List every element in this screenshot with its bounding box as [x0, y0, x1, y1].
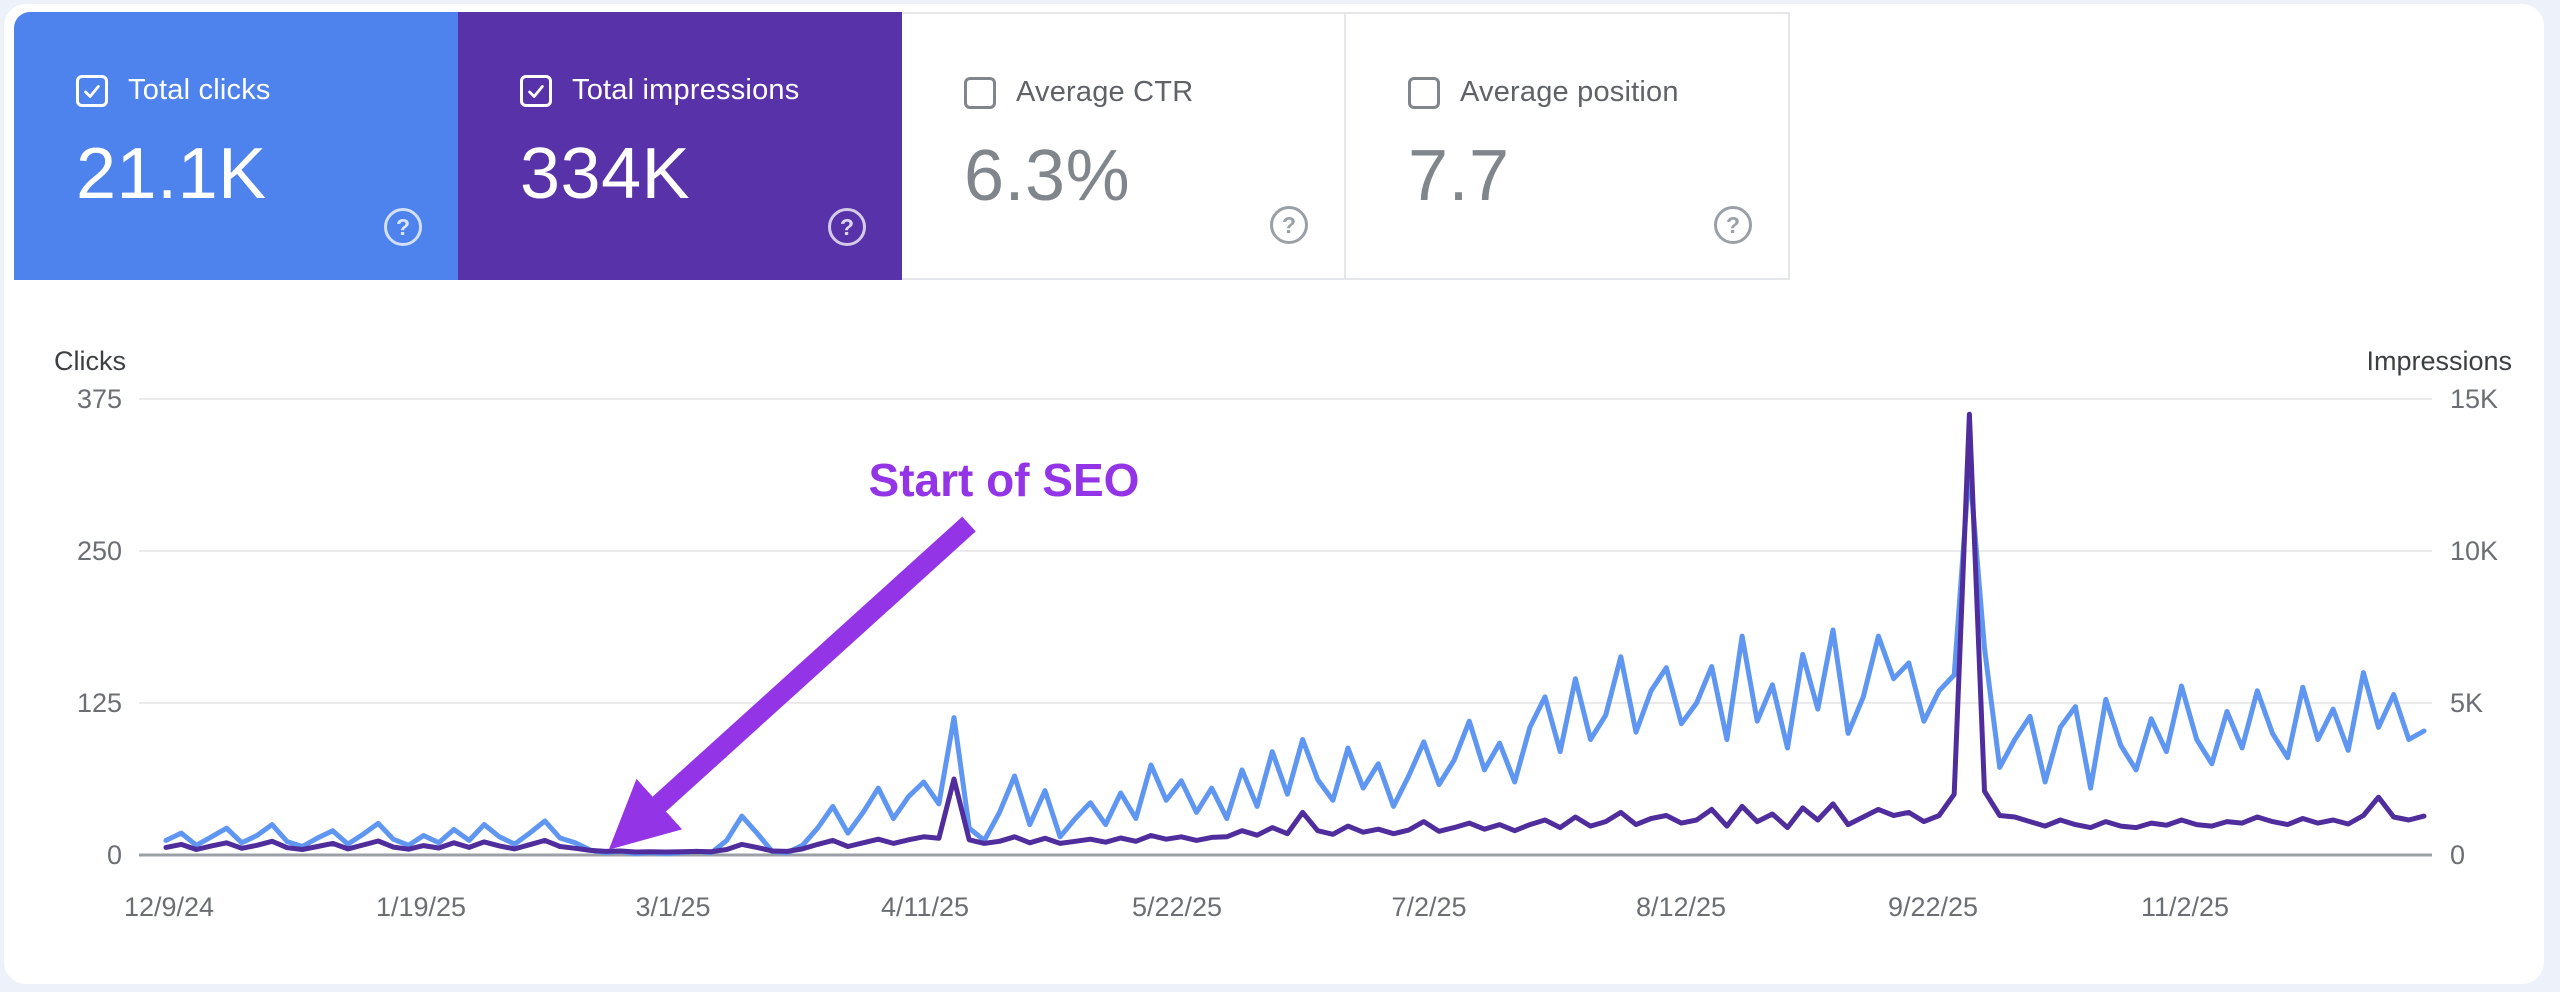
- card-header: Average CTR: [902, 14, 1344, 109]
- left-axis-title: Clicks: [54, 346, 126, 376]
- help-icon[interactable]: ?: [1714, 206, 1752, 244]
- card-label: Average CTR: [1016, 76, 1194, 108]
- right-tick-10k: 10K: [2450, 536, 2498, 566]
- right-axis-title: Impressions: [2366, 346, 2512, 376]
- annotation-arrow: [608, 516, 976, 850]
- help-icon[interactable]: ?: [1270, 206, 1308, 244]
- metric-card-total-clicks[interactable]: Total clicks 21.1K ?: [14, 12, 458, 280]
- clicks-line: [163, 463, 2427, 857]
- card-label: Average position: [1460, 76, 1679, 108]
- card-label: Total impressions: [572, 74, 800, 106]
- average-position-checkbox[interactable]: [1408, 76, 1440, 109]
- x-tick-label: 4/11/25: [881, 892, 969, 922]
- left-tick-125: 125: [77, 688, 122, 718]
- metric-card-total-impressions[interactable]: Total impressions 334K ?: [458, 12, 902, 280]
- right-tick-0: 0: [2450, 840, 2465, 870]
- left-tick-250: 250: [77, 536, 122, 566]
- right-tick-5k: 5K: [2450, 688, 2483, 718]
- help-icon[interactable]: ?: [384, 208, 422, 246]
- metric-card-average-ctr[interactable]: Average CTR 6.3% ?: [902, 12, 1346, 280]
- total-impressions-checkbox[interactable]: [520, 74, 552, 107]
- x-tick-label: 1/19/25: [376, 892, 466, 922]
- average-ctr-checkbox[interactable]: [964, 76, 996, 109]
- x-tick-label: 9/22/25: [1888, 892, 1978, 922]
- card-header: Total clicks: [14, 12, 458, 107]
- performance-chart: Clicks Impressions 375 250 125 0 15K 10K…: [54, 346, 2512, 922]
- performance-report-panel: Total clicks 21.1K ? Total impressions 3…: [4, 4, 2544, 984]
- card-header: Average position: [1346, 14, 1788, 109]
- metric-card-average-position[interactable]: Average position 7.7 ?: [1346, 12, 1790, 280]
- chart-plot-area[interactable]: [139, 394, 2432, 859]
- x-tick-label: 8/12/25: [1636, 892, 1726, 922]
- x-tick-label: 3/1/25: [635, 892, 710, 922]
- card-label: Total clicks: [128, 74, 271, 106]
- left-tick-0: 0: [107, 840, 122, 870]
- card-header: Total impressions: [458, 12, 902, 107]
- help-icon[interactable]: ?: [828, 208, 866, 246]
- total-clicks-value: 21.1K: [76, 134, 267, 214]
- checkmark-icon: [84, 84, 100, 98]
- metric-cards-row: Total clicks 21.1K ? Total impressions 3…: [14, 12, 1790, 280]
- checkmark-icon: [528, 84, 544, 98]
- x-tick-label: 5/22/25: [1132, 892, 1222, 922]
- total-impressions-value: 334K: [520, 134, 691, 214]
- left-tick-375: 375: [77, 384, 122, 414]
- x-tick-label: 12/9/24: [124, 892, 214, 922]
- right-tick-15k: 15K: [2450, 384, 2498, 414]
- average-ctr-value: 6.3%: [964, 136, 1131, 216]
- annotation-label: Start of SEO: [869, 454, 1140, 506]
- average-position-value: 7.7: [1408, 136, 1510, 216]
- impressions-line: [163, 411, 2427, 855]
- x-tick-label: 7/2/25: [1391, 892, 1466, 922]
- total-clicks-checkbox[interactable]: [76, 74, 108, 107]
- x-tick-label: 11/2/25: [2141, 892, 2229, 922]
